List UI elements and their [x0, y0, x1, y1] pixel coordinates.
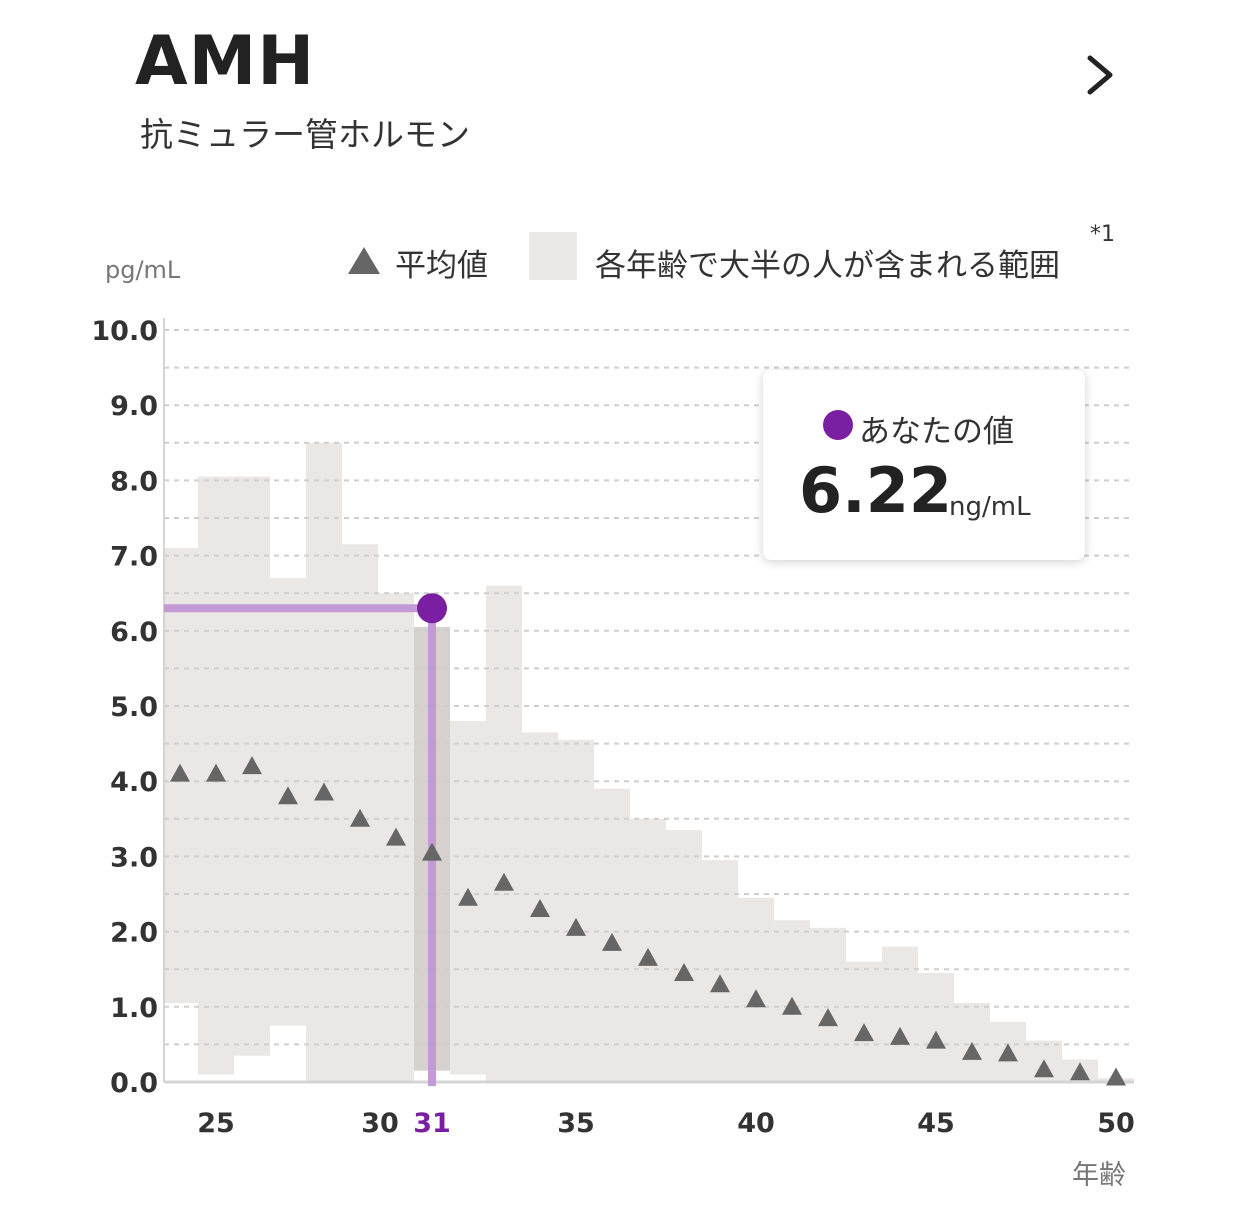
- range-bar: [918, 972, 954, 1082]
- legend-range-label: 各年齢で大半の人が含まれる範囲: [595, 248, 1060, 284]
- average-marker: [458, 887, 478, 906]
- average-marker: [1106, 1067, 1126, 1086]
- x-tick-label: 50: [1097, 1108, 1135, 1139]
- y-tick-label: 3.0: [110, 842, 158, 873]
- average-marker: [782, 996, 802, 1015]
- x-axis-unit: 年齢: [1072, 1160, 1126, 1191]
- x-tick-label: 35: [557, 1108, 595, 1139]
- range-bar: [846, 961, 882, 1082]
- average-marker: [674, 962, 694, 981]
- average-marker: [350, 808, 370, 827]
- range-bar: [810, 927, 846, 1082]
- legend-footnote-mark: *1: [1090, 222, 1115, 247]
- average-marker: [386, 827, 406, 846]
- y-tick-label: 5.0: [110, 692, 158, 723]
- average-marker: [242, 756, 262, 775]
- average-marker: [170, 763, 190, 782]
- x-tick-label-highlight: 31: [413, 1108, 451, 1139]
- average-marker: [494, 872, 514, 891]
- y-tick-label: 0.0: [110, 1068, 158, 1099]
- x-tick-label: 45: [917, 1108, 955, 1139]
- page-subtitle: 抗ミュラー管ホルモン: [140, 115, 470, 154]
- average-marker: [278, 786, 298, 805]
- y-tick-label: 4.0: [110, 767, 158, 798]
- x-tick-label: 40: [737, 1108, 775, 1139]
- average-marker: [710, 974, 730, 993]
- y-tick-label: 6.0: [110, 617, 158, 648]
- your-value-dot-icon: [823, 410, 853, 440]
- y-axis-unit: pg/mL: [105, 256, 181, 284]
- your-value-card: あなたの値 6.22 ng/mL: [763, 370, 1085, 560]
- legend-range-swatch: [529, 232, 577, 280]
- y-tick-label: 7.0: [110, 542, 158, 573]
- average-marker: [890, 1026, 910, 1045]
- range-bar: [666, 830, 702, 1082]
- average-marker: [530, 899, 550, 918]
- average-marker: [206, 763, 226, 782]
- your-value-point: [417, 593, 447, 624]
- average-marker: [602, 932, 622, 951]
- y-tick-label: 10.0: [91, 316, 158, 347]
- range-bar: [558, 739, 594, 1082]
- average-marker: [566, 917, 586, 936]
- x-tick-label: 30: [361, 1108, 399, 1139]
- average-marker: [854, 1023, 874, 1042]
- your-value-label: あなたの値: [859, 414, 1014, 450]
- triangle-icon: [348, 247, 380, 274]
- y-tick-label: 9.0: [110, 391, 158, 422]
- legend-average-label: 平均値: [395, 248, 488, 284]
- average-marker: [314, 782, 334, 801]
- y-tick-label: 2.0: [110, 918, 158, 949]
- average-marker: [1034, 1059, 1054, 1078]
- average-marker: [998, 1043, 1018, 1062]
- average-marker: [422, 842, 442, 861]
- your-value-number: 6.22: [799, 454, 952, 527]
- range-bar: [306, 442, 342, 1082]
- page-title: AMH: [135, 22, 316, 101]
- average-marker: [638, 947, 658, 966]
- average-marker: [926, 1030, 946, 1049]
- x-tick-label: 25: [197, 1108, 235, 1139]
- average-marker: [962, 1041, 982, 1060]
- y-tick-label: 1.0: [110, 993, 158, 1024]
- chevron-right-icon[interactable]: [1078, 50, 1128, 100]
- your-value-unit: ng/mL: [949, 492, 1031, 522]
- average-marker: [746, 989, 766, 1008]
- average-marker: [1070, 1062, 1090, 1081]
- y-tick-label: 8.0: [110, 466, 158, 497]
- range-bar: [882, 946, 918, 1082]
- average-marker: [818, 1008, 838, 1027]
